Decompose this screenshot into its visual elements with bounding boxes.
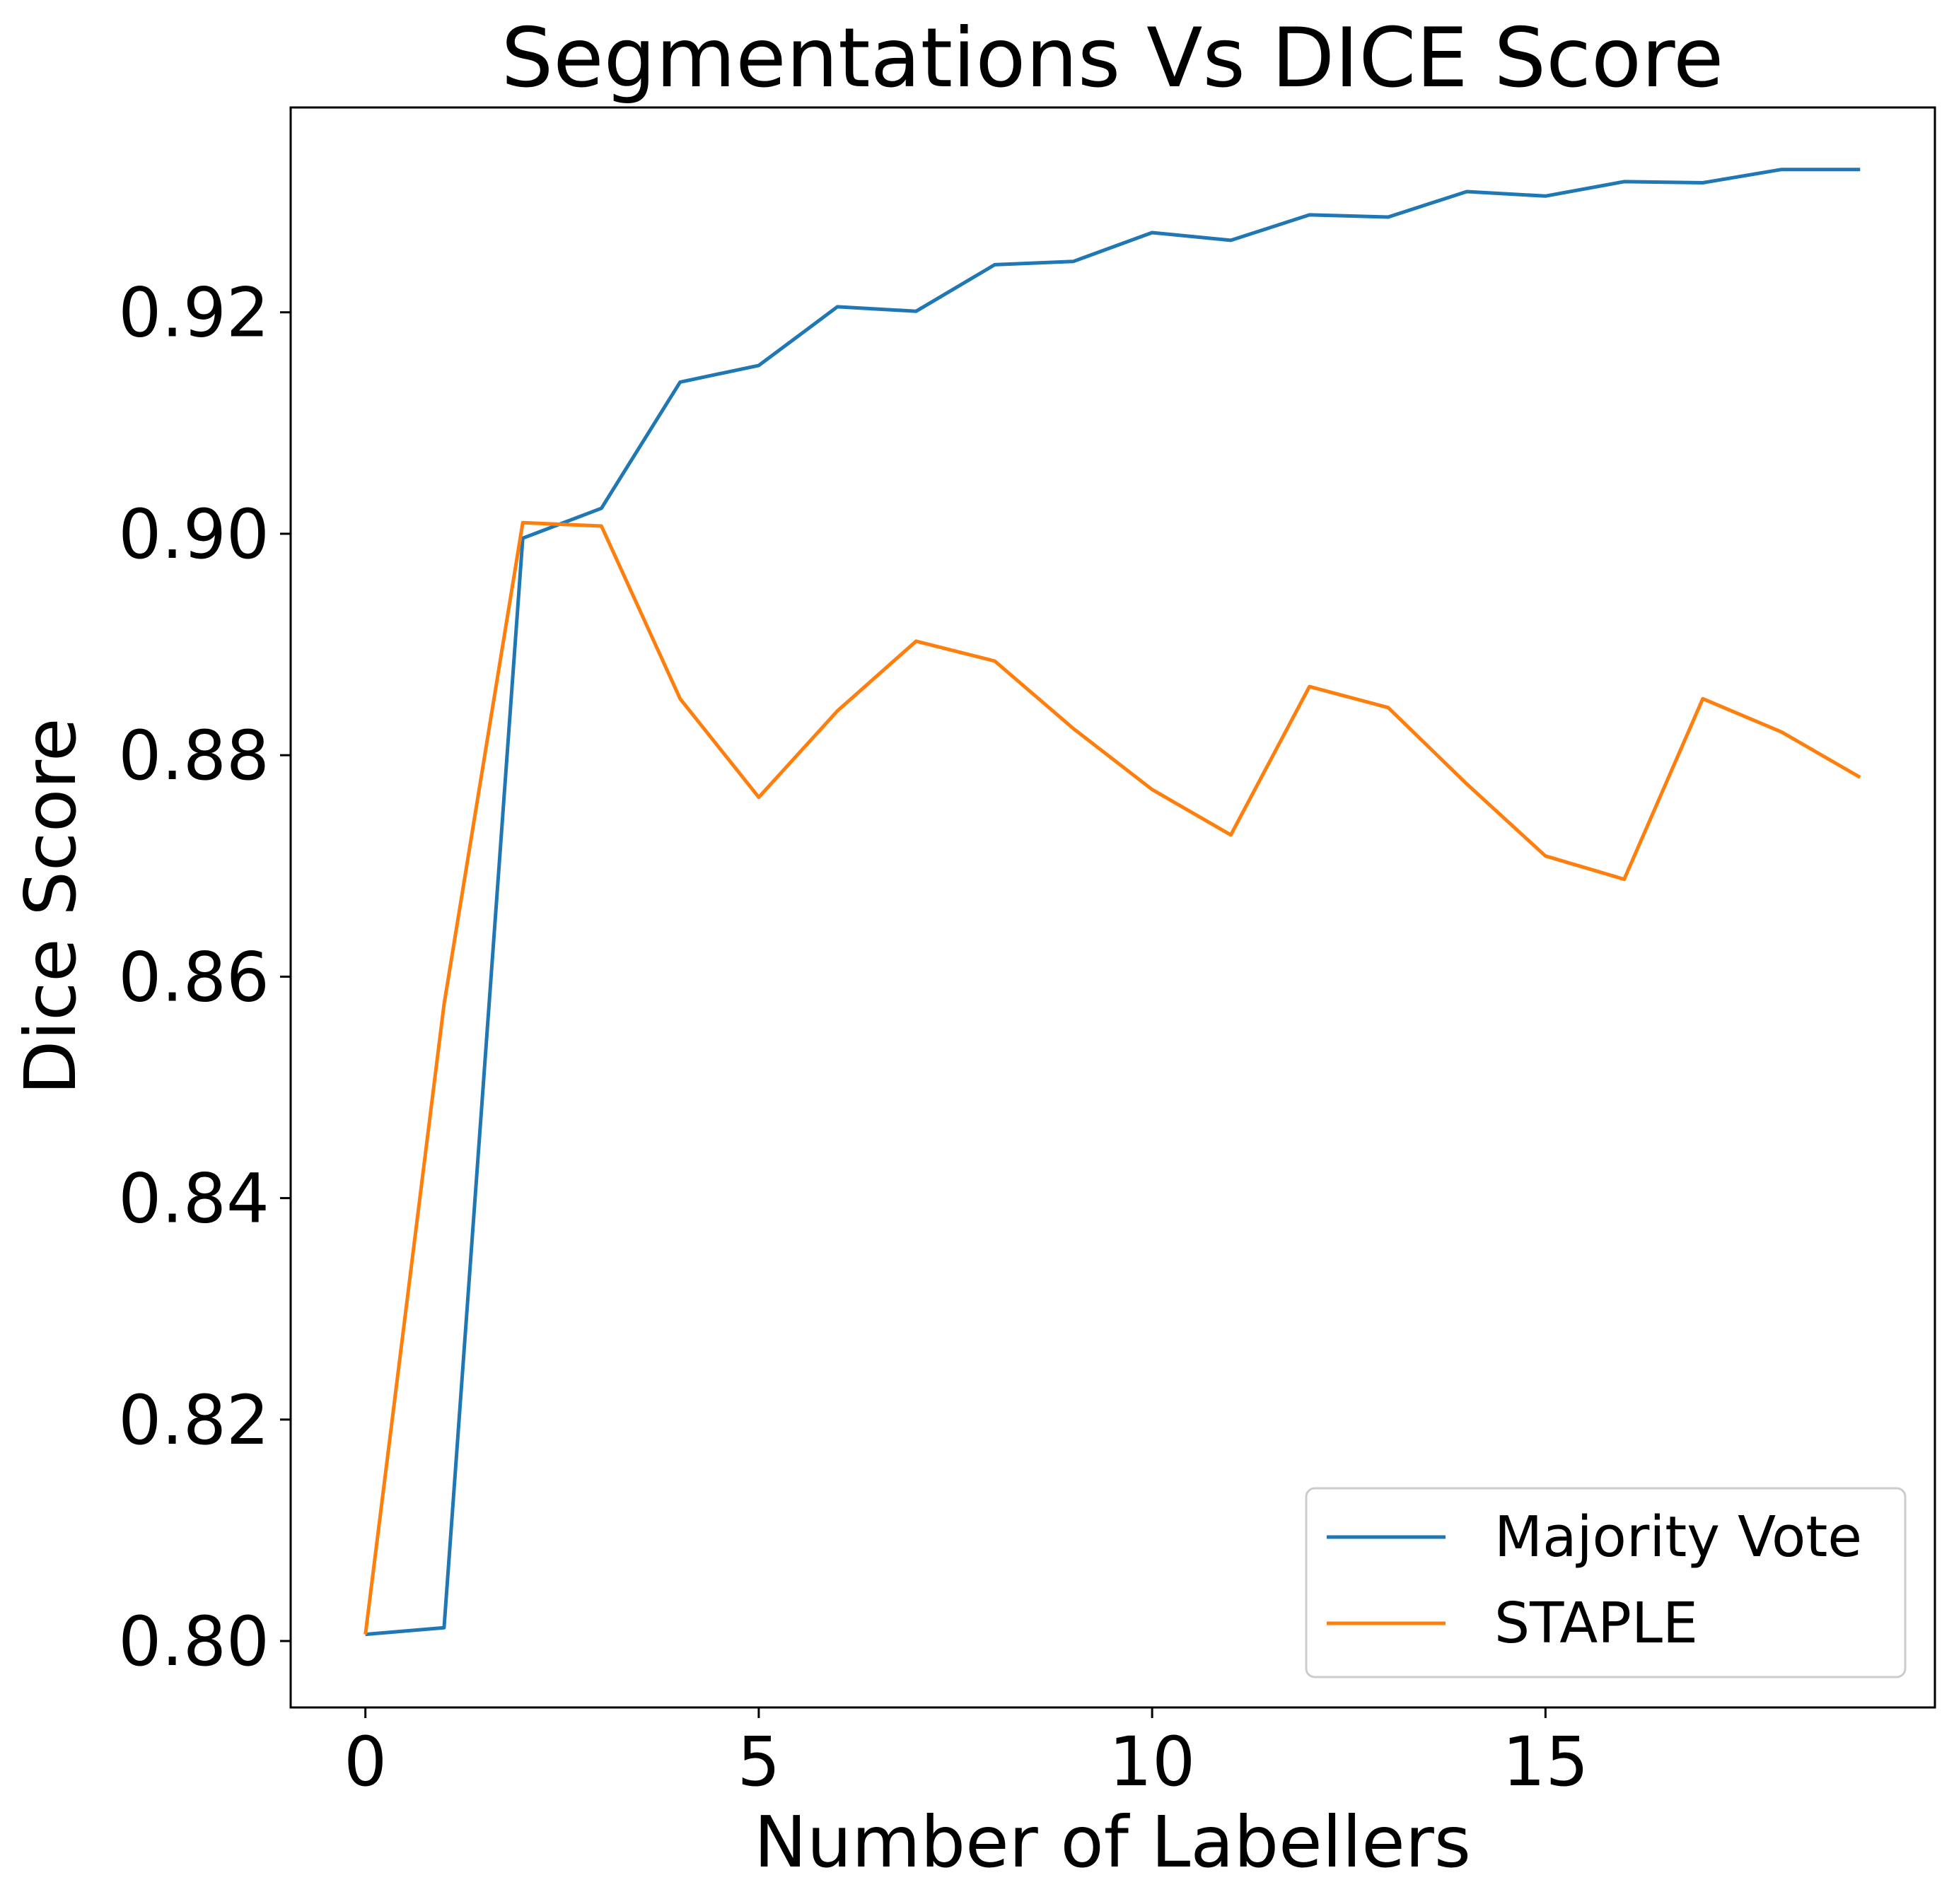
y-tick-label: 0.84 — [118, 1160, 269, 1239]
x-axis-ticks: 0 5 10 15 — [344, 1707, 1588, 1801]
y-tick-label: 0.82 — [118, 1381, 269, 1460]
series-lines-layer — [364, 168, 1861, 1637]
y-tick-label: 0.92 — [118, 274, 269, 353]
x-tick-label: 10 — [1109, 1722, 1195, 1801]
x-tick-label: 5 — [737, 1722, 780, 1801]
y-tick-label: 0.90 — [118, 495, 269, 574]
y-tick-label: 0.88 — [118, 716, 269, 795]
x-tick-label: 15 — [1502, 1722, 1588, 1801]
legend: Majority Vote STAPLE — [1305, 1487, 1907, 1678]
y-tick-label: 0.86 — [118, 938, 269, 1017]
x-axis-label: Number of Labellers — [754, 1801, 1471, 1883]
y-tick-label: 0.80 — [118, 1602, 269, 1681]
series-line-majority-vote — [365, 168, 1861, 1637]
legend-label-majority-vote: Majority Vote — [1494, 1505, 1862, 1570]
x-tick-label: 0 — [344, 1722, 387, 1801]
legend-box — [1305, 1487, 1907, 1678]
chart-title: Segmentations Vs DICE Score — [501, 11, 1724, 106]
series-line-staple — [364, 520, 1861, 1635]
legend-label-staple: STAPLE — [1494, 1591, 1698, 1656]
y-axis-label: Dice Score — [9, 718, 92, 1094]
y-axis-ticks: 0.80 0.82 0.84 0.86 0.88 0.90 0.92 — [118, 274, 291, 1681]
plot-frame — [289, 106, 1936, 1709]
